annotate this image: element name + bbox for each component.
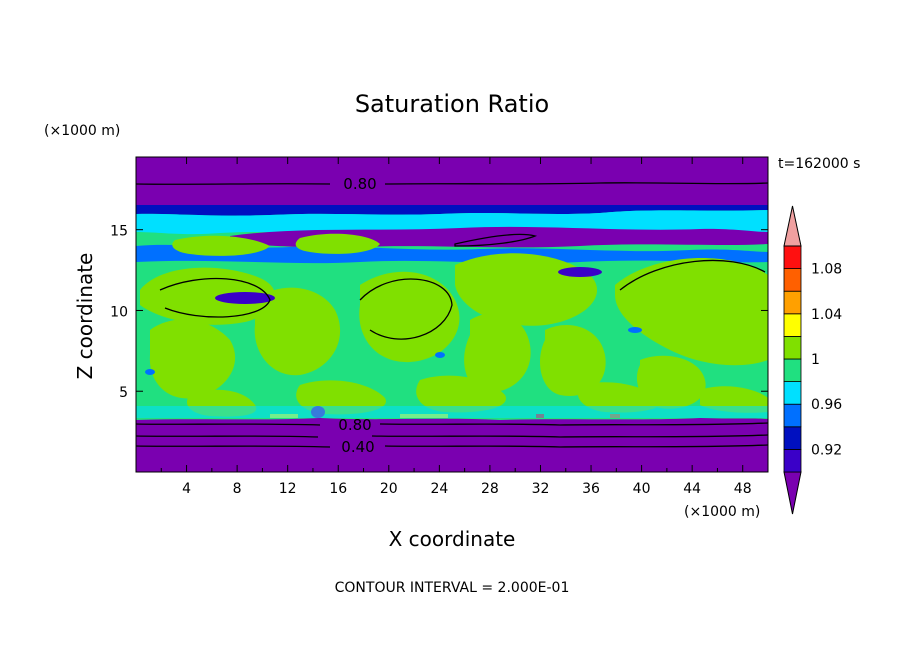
colorbar-extend-low [783,471,802,515]
chart-title: Saturation Ratio [355,90,549,118]
x-tick-label: 40 [633,481,651,497]
x-axis-label: X coordinate [389,527,516,551]
colorbar-segment [783,448,802,473]
contour-label-bottom-080: 0.80 [338,416,371,434]
colorbar-segment [783,245,802,270]
y-tick-label: 5 [119,385,128,401]
plot-frame [135,156,769,473]
colorbar-segment [783,335,802,360]
upper-blue-streak [136,244,768,264]
colorbar-segment [783,290,802,315]
contour-lines [136,182,768,448]
colorbar-segment [783,403,802,428]
x-tick-label: 12 [279,481,297,497]
y-axis-label: Z coordinate [73,253,97,380]
contour-label-bottom-040: 0.40 [341,438,374,456]
colorbar-tick-label: 0.92 [811,442,842,458]
surface-cyan-strip [136,406,768,418]
colorbar-tick-label: 0.96 [811,397,842,413]
colorbar-segment [783,358,802,383]
colorbar-segment [783,426,802,450]
band-top-dry [136,157,768,205]
x-tick-label: 4 [182,481,191,497]
y-tick-label: 15 [110,224,128,240]
y-tick-label: 10 [110,304,128,320]
contour-label-top: 0.80 [343,175,376,193]
x-tick-label: 16 [329,481,347,497]
x-units-label: (×1000 m) [684,504,760,520]
x-tick-label: 48 [734,481,752,497]
time-label: t=162000 s [778,156,860,172]
x-tick-label: 20 [380,481,398,497]
colorbar-extend-high [783,205,802,247]
colorbar: 0.92 0.96 1 1.04 1.08 [783,205,842,515]
colorbar-segment [783,313,802,337]
colorbar-tick-label: 1 [811,352,820,368]
x-tick-label: 8 [233,481,242,497]
contour-interval-footer: CONTOUR INTERVAL = 2.000E-01 [335,580,570,596]
colorbar-tick-label: 1.04 [811,307,842,323]
colorbar-segment [783,381,802,405]
x-tick-label: 24 [430,481,448,497]
y-units-label: (×1000 m) [44,123,120,139]
x-tick-label: 28 [481,481,499,497]
band-top-blue [136,205,768,216]
y-axis: 5 10 15 [110,224,768,401]
x-tick-label: 36 [582,481,600,497]
colorbar-segment [783,268,802,292]
band-bottom-dry [136,418,768,472]
x-axis: 4 8 12 16 20 24 28 32 36 40 44 48 [160,157,752,497]
plot-area [136,157,768,472]
x-tick-label: 32 [532,481,550,497]
x-tick-label: 44 [683,481,701,497]
band-cyan-upper [136,210,768,236]
colorbar-tick-label: 1.08 [811,262,842,278]
